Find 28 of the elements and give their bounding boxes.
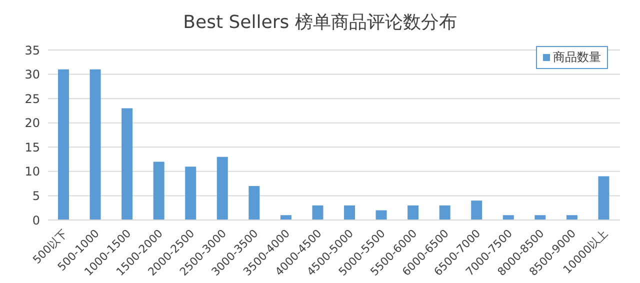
bar	[502, 215, 514, 220]
bar	[598, 176, 610, 220]
chart-title: Best Sellers 榜单商品评论数分布	[182, 11, 458, 35]
bar	[534, 215, 546, 220]
bar	[216, 156, 228, 220]
y-tick-label: 0	[32, 213, 40, 228]
y-tick-label: 25	[24, 92, 40, 106]
y-tick-label: 5	[32, 188, 40, 203]
y-tick-label: 20	[24, 116, 40, 130]
bar	[312, 205, 324, 220]
bar	[439, 205, 450, 220]
legend-label: 商品数量	[552, 49, 601, 66]
bar	[376, 210, 387, 220]
bar	[90, 69, 101, 220]
bar	[122, 108, 133, 220]
y-tick-label: 35	[24, 43, 40, 58]
bar	[153, 162, 164, 220]
bar	[58, 69, 69, 220]
y-tick-label: 15	[24, 140, 40, 154]
y-tick-label: 10	[24, 164, 40, 179]
bar	[280, 215, 292, 220]
y-tick-label: 30	[24, 68, 40, 82]
bar	[185, 166, 196, 220]
bar	[566, 215, 578, 220]
bar	[248, 186, 260, 220]
bar	[408, 205, 419, 220]
bar	[344, 205, 355, 220]
bar	[471, 200, 482, 220]
